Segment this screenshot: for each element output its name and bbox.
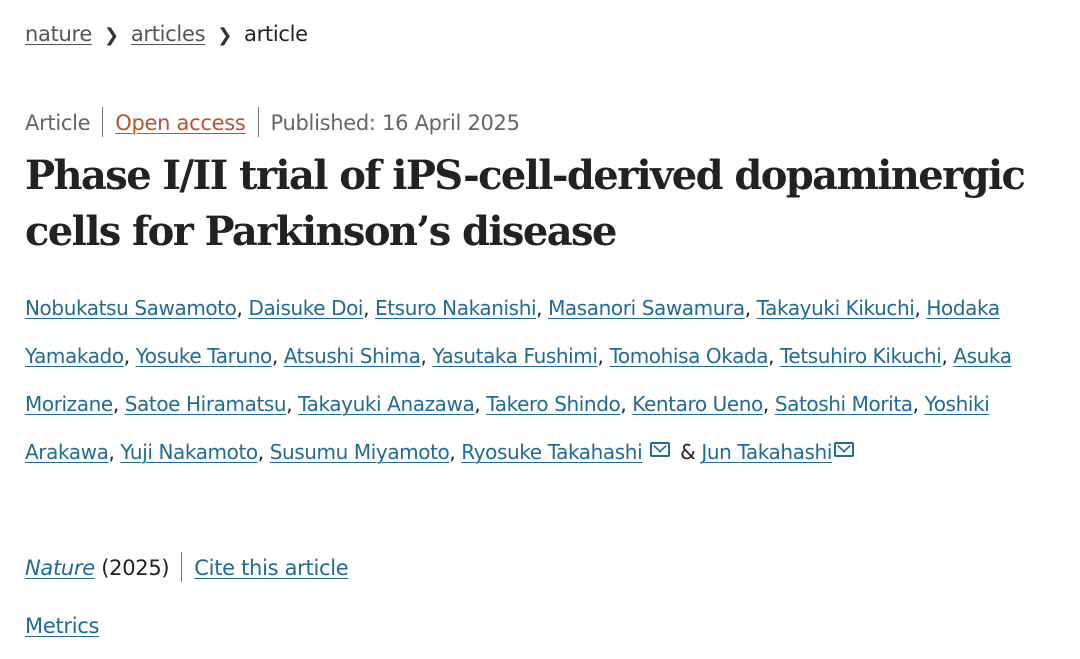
author-link[interactable]: Daisuke Doi	[248, 296, 364, 320]
author-link[interactable]: Ryosuke Takahashi	[461, 440, 643, 464]
published-date: Published: 16 April 2025	[270, 111, 520, 135]
author-link[interactable]: Takayuki Anazawa	[298, 392, 475, 416]
author-link[interactable]: Asuka Morizane	[25, 344, 1012, 416]
journal-link[interactable]: Nature	[25, 556, 95, 580]
article-title: Phase I/II trial of iPS-cell-derived dop…	[25, 152, 1026, 255]
author-list: Nobukatsu Sawamoto, Daisuke Doi, Etsuro …	[25, 296, 1012, 464]
author-link[interactable]: Nobukatsu Sawamoto	[25, 296, 237, 320]
divider	[181, 552, 183, 582]
chevron-right-icon: ❯	[217, 25, 233, 46]
author-link[interactable]: Satoshi Morita	[774, 392, 913, 416]
email-icon[interactable]	[650, 442, 671, 457]
author-link[interactable]: Yosuke Taruno	[135, 344, 273, 368]
chevron-right-icon: ❯	[104, 25, 119, 46]
metrics-link[interactable]: Metrics	[25, 614, 100, 638]
author-link[interactable]: Takero Shindo	[486, 392, 621, 416]
metrics: Metrics	[25, 614, 99, 638]
author-link[interactable]: Hodaka Yamakado	[25, 296, 1000, 368]
author-link[interactable]: Kentaro Ueno	[632, 392, 763, 416]
divider	[257, 107, 259, 137]
open-access-link[interactable]: Open access	[115, 111, 246, 135]
citation-year: (2025)	[101, 556, 170, 580]
breadcrumb-nature[interactable]: nature	[25, 22, 93, 46]
breadcrumb-articles[interactable]: articles	[130, 22, 206, 46]
author-link[interactable]: Jun Takahashi	[701, 440, 832, 464]
author-link[interactable]: Takayuki Kikuchi	[756, 296, 915, 320]
breadcrumb: nature ❯ articles ❯ article	[25, 22, 308, 46]
author-link[interactable]: Atsushi Shima	[283, 344, 421, 368]
author-link[interactable]: Masanori Sawamura	[548, 296, 745, 320]
author-link[interactable]: Etsuro Nakanishi	[375, 296, 537, 320]
article-type: Article	[25, 111, 91, 135]
author-link[interactable]: Yuji Nakamoto	[120, 440, 258, 464]
author-link[interactable]: Satoe Hiramatsu	[124, 392, 287, 416]
citation: Nature (2025) Cite this article	[25, 552, 349, 582]
author-link[interactable]: Susumu Miyamoto	[269, 440, 450, 464]
breadcrumb-current: article	[244, 22, 308, 46]
article-meta: Article Open access Published: 16 April 20…	[25, 107, 520, 137]
author-link[interactable]: Yoshiki Arakawa	[25, 392, 990, 464]
author-conjunction: &	[680, 440, 696, 464]
divider	[102, 107, 104, 137]
cite-article-link[interactable]: Cite this article	[194, 556, 349, 580]
author-link[interactable]: Yasutaka Fushimi	[432, 344, 598, 368]
author-link[interactable]: Tomohisa Okada	[609, 344, 769, 368]
email-icon[interactable]	[833, 442, 854, 457]
author-link[interactable]: Tetsuhiro Kikuchi	[780, 344, 942, 368]
